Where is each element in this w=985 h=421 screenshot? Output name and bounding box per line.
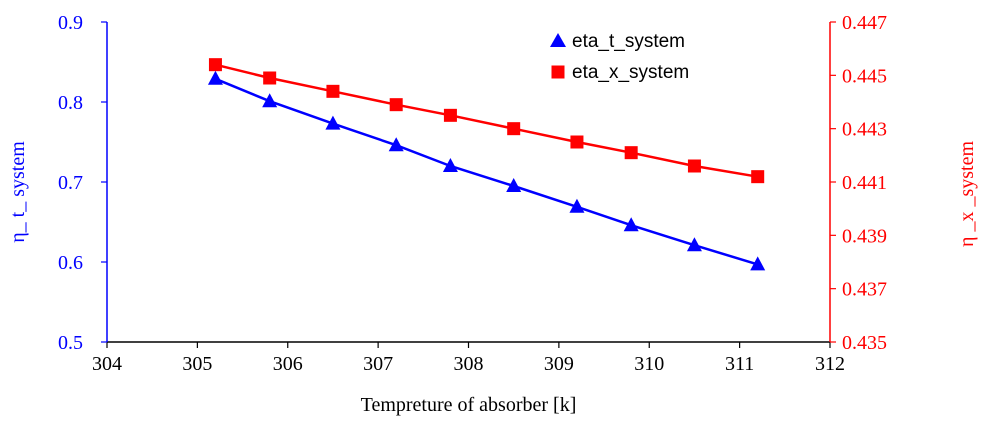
- x-tick-label: 307: [363, 353, 393, 375]
- data-point-eta-t-system: [623, 217, 639, 232]
- x-tick-label: 305: [182, 353, 212, 375]
- legend-square-marker: [551, 65, 565, 79]
- right-y-tick-label: 0.437: [842, 279, 887, 301]
- data-point-eta-x-system: [570, 135, 584, 149]
- left-y-axis-title: η_ t_ system: [7, 141, 29, 243]
- x-tick-label: 312: [815, 353, 845, 375]
- x-tick-label: 304: [92, 353, 122, 375]
- data-point-eta-x-system: [624, 146, 638, 160]
- legend-label-eta-x-system: eta_x_system: [572, 62, 689, 83]
- left-y-tick-label: 0.8: [58, 92, 83, 114]
- data-point-eta-t-system: [506, 178, 522, 192]
- data-point-eta-x-system: [263, 71, 277, 85]
- x-tick-label: 311: [725, 353, 754, 375]
- right-y-tick-label: 0.441: [842, 172, 887, 194]
- legend-triangle-marker: [550, 33, 566, 47]
- data-point-eta-t-system: [686, 237, 702, 252]
- x-tick-label: 309: [544, 353, 574, 375]
- data-point-eta-t-system: [388, 137, 404, 152]
- x-tick-label: 310: [634, 353, 664, 375]
- series-line-eta-t-system: [214, 77, 759, 266]
- data-point-eta-t-system: [262, 93, 278, 108]
- data-point-eta-t-system: [325, 115, 341, 130]
- left-y-tick-label: 0.9: [58, 12, 83, 34]
- x-axis-title: Tempreture of absorber [k]: [361, 394, 577, 416]
- legend: eta_t_system eta_x_system: [550, 31, 689, 83]
- data-point-eta-x-system: [389, 98, 403, 112]
- right-y-axis-title: η _x _system: [956, 141, 978, 247]
- legend-label-eta-t-system: eta_t_system: [572, 31, 685, 52]
- data-point-eta-x-system: [208, 58, 222, 72]
- series-line-eta-x-system: [215, 63, 758, 178]
- right-y-tick-label: 0.439: [842, 225, 887, 247]
- left-y-tick-label: 0.6: [58, 252, 83, 274]
- right-y-tick-label: 0.447: [842, 12, 887, 34]
- data-point-eta-t-system: [207, 70, 223, 85]
- plot-area: 304 305 306 307 308 309 310 311 312 0.5 0.6 0.7 0.8 0…: [58, 12, 887, 375]
- data-point-eta-x-system: [687, 159, 701, 173]
- right-y-tick-label: 0.445: [842, 65, 887, 87]
- data-point-eta-x-system: [751, 170, 765, 184]
- data-point-eta-x-system: [326, 84, 340, 98]
- data-point-eta-t-system: [750, 256, 766, 271]
- left-y-tick-label: 0.5: [58, 332, 83, 354]
- data-point-eta-t-system: [442, 158, 458, 172]
- right-y-tick-label: 0.443: [842, 119, 887, 141]
- left-y-tick-label: 0.7: [58, 172, 83, 194]
- x-tick-label: 306: [273, 353, 303, 375]
- data-point-eta-x-system: [507, 122, 521, 136]
- right-y-tick-label: 0.435: [842, 332, 887, 354]
- data-point-eta-t-system: [569, 198, 585, 213]
- data-point-eta-x-system: [443, 108, 457, 122]
- x-tick-label: 308: [454, 353, 484, 375]
